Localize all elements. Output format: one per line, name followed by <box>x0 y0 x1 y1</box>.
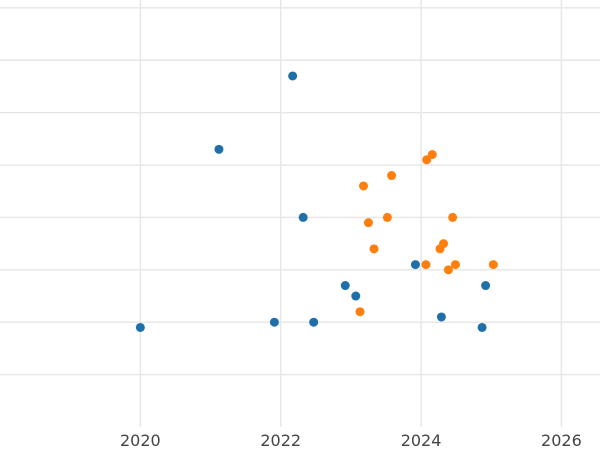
data-point <box>477 322 487 332</box>
data-point <box>450 260 460 270</box>
data-point <box>369 244 379 254</box>
data-point <box>443 265 453 275</box>
x-tick-label: 2026 <box>541 431 582 450</box>
data-point <box>488 260 498 270</box>
x-tick-label: 2024 <box>401 431 442 450</box>
data-point <box>422 155 432 165</box>
data-point <box>309 317 319 327</box>
data-points <box>135 71 498 332</box>
data-point <box>269 317 279 327</box>
data-point <box>421 260 431 270</box>
data-point <box>214 144 224 154</box>
data-point <box>340 281 350 291</box>
data-point <box>436 312 446 322</box>
data-point <box>382 212 392 222</box>
series-1 <box>135 71 491 332</box>
data-point <box>439 239 449 249</box>
data-point <box>363 218 373 228</box>
grid <box>0 0 600 427</box>
data-point <box>355 307 365 317</box>
data-point <box>481 281 491 291</box>
series-2 <box>355 150 498 317</box>
data-point <box>387 171 397 181</box>
data-point <box>359 181 369 191</box>
data-point <box>288 71 298 81</box>
data-point <box>448 212 458 222</box>
x-axis: 2020 2022 2024 2026 <box>120 431 582 450</box>
data-point <box>410 260 420 270</box>
x-tick-label: 2020 <box>120 431 161 450</box>
data-point <box>135 322 145 332</box>
x-tick-label: 2022 <box>260 431 301 450</box>
data-point <box>351 291 361 301</box>
data-point <box>427 150 437 160</box>
data-point <box>298 212 308 222</box>
